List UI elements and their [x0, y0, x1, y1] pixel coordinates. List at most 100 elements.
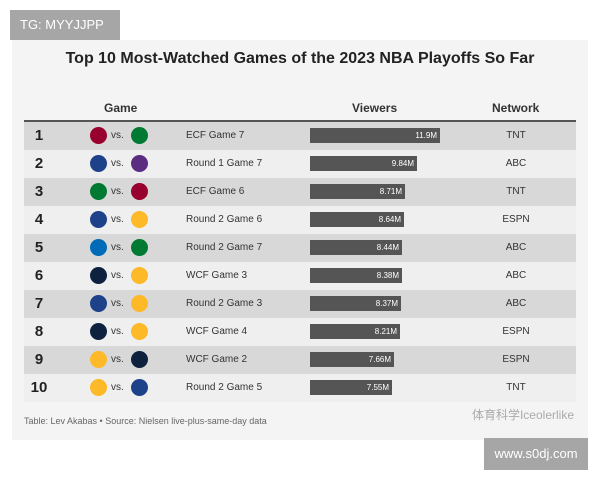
vs-label: vs.: [111, 186, 124, 197]
vs-label: vs.: [111, 270, 124, 281]
warriors-logo-icon: [131, 379, 148, 396]
network: ESPN: [502, 354, 530, 365]
table-row: 6 vs. WCF Game 3 8.38M ABC: [24, 262, 576, 290]
rank: 1: [34, 127, 44, 144]
game-label: WCF Game 4: [186, 326, 248, 337]
vs-label: vs.: [111, 242, 124, 253]
game-label: ECF Game 7: [186, 130, 245, 141]
viewers-bar: 8.64M: [310, 212, 404, 227]
rank: 6: [34, 267, 44, 284]
kings-logo-icon: [131, 155, 148, 172]
heat-logo-icon: [131, 183, 148, 200]
rank: 8: [34, 323, 44, 340]
vs-label: vs.: [111, 326, 124, 337]
viewers-bar: 11.9M: [310, 128, 440, 143]
network: TNT: [506, 382, 526, 393]
rank: 3: [34, 183, 44, 200]
chart-card: Top 10 Most-Watched Games of the 2023 NB…: [12, 40, 588, 440]
header-network: Network: [492, 101, 540, 115]
network: ABC: [505, 158, 527, 169]
viewers-label: 11.9M: [415, 131, 437, 140]
lakers-logo-icon: [131, 323, 148, 340]
rank: 2: [34, 155, 44, 172]
viewers-label: 8.64M: [378, 215, 401, 224]
viewers-bar: 7.55M: [310, 380, 392, 395]
lakers-logo-icon: [131, 211, 148, 228]
viewers-bar: 8.71M: [310, 184, 405, 199]
chart-title: Top 10 Most-Watched Games of the 2023 NB…: [65, 50, 535, 67]
game-label: WCF Game 3: [186, 270, 248, 281]
viewers-label: 9.84M: [391, 159, 414, 168]
vs-label: vs.: [111, 130, 124, 141]
lakers-logo-icon: [131, 267, 148, 284]
warriors-logo-icon: [90, 295, 107, 312]
vs-label: vs.: [111, 298, 124, 309]
network: ABC: [505, 270, 527, 281]
viewers-label: 8.38M: [376, 271, 399, 280]
vs-label: vs.: [111, 214, 124, 225]
celtics-logo-icon: [131, 239, 148, 256]
nuggets-logo-icon: [90, 267, 107, 284]
header-viewers: Viewers: [352, 101, 398, 115]
network: ESPN: [502, 214, 530, 225]
celtics-logo-icon: [131, 127, 148, 144]
nuggets-logo-icon: [90, 323, 107, 340]
network: ABC: [505, 242, 527, 253]
table-row: 5 vs. Round 2 Game 7 8.44M ABC: [24, 234, 576, 262]
table-row: 4 vs. Round 2 Game 6 8.64M ESPN: [24, 206, 576, 234]
table-row: 9 vs. WCF Game 2 7.66M ESPN: [24, 346, 576, 374]
header-divider: [24, 120, 576, 122]
vs-label: vs.: [111, 354, 124, 365]
rank: 5: [34, 239, 44, 256]
warriors-logo-icon: [90, 155, 107, 172]
source-note: Table: Lev Akabas • Source: Nielsen live…: [24, 416, 267, 426]
viewers-bar: 9.84M: [310, 156, 417, 171]
table-row: 8 vs. WCF Game 4 8.21M ESPN: [24, 318, 576, 346]
network: TNT: [506, 130, 526, 141]
warriors-logo-icon: [90, 211, 107, 228]
game-label: Round 2 Game 3: [186, 298, 263, 309]
76ers-logo-icon: [90, 239, 107, 256]
lakers-logo-icon: [90, 379, 107, 396]
viewers-bar: 8.21M: [310, 324, 400, 339]
nuggets-logo-icon: [131, 351, 148, 368]
viewers-label: 8.44M: [376, 243, 399, 252]
viewers-label: 7.55M: [366, 383, 389, 392]
game-label: WCF Game 2: [186, 354, 248, 365]
rank: 9: [34, 351, 44, 368]
game-label: Round 2 Game 7: [186, 242, 263, 253]
vs-label: vs.: [111, 158, 124, 169]
table-row: 7 vs. Round 2 Game 3 8.37M ABC: [24, 290, 576, 318]
viewers-label: 8.37M: [375, 299, 398, 308]
viewers-label: 8.21M: [374, 327, 397, 336]
table-row: 3 vs. ECF Game 6 8.71M TNT: [24, 178, 576, 206]
celtics-logo-icon: [90, 183, 107, 200]
viewers-bar: 8.37M: [310, 296, 401, 311]
lakers-logo-icon: [90, 351, 107, 368]
table-row: 1 vs. ECF Game 7 11.9M TNT: [24, 122, 576, 150]
lakers-logo-icon: [131, 295, 148, 312]
wechat-watermark: 体育科学Iceolerlike: [471, 408, 574, 422]
watermark-bottom: www.s0dj.com: [484, 438, 588, 470]
watermark-top: TG: MYYJJPP: [10, 10, 120, 40]
viewers-bar: 8.38M: [310, 268, 402, 283]
viewers-label: 8.71M: [379, 187, 402, 196]
network: ABC: [505, 298, 527, 309]
table-row: 2 vs. Round 1 Game 7 9.84M ABC: [24, 150, 576, 178]
rank: 10: [30, 379, 48, 396]
game-label: ECF Game 6: [186, 186, 245, 197]
viewers-bar: 8.44M: [310, 240, 402, 255]
table-row: 10 vs. Round 2 Game 5 7.55M TNT: [24, 374, 576, 402]
heat-logo-icon: [90, 127, 107, 144]
rank: 4: [34, 211, 44, 228]
vs-label: vs.: [111, 382, 124, 393]
viewers-bar: 7.66M: [310, 352, 394, 367]
rank: 7: [34, 295, 44, 312]
header-game: Game: [104, 101, 138, 115]
network: ESPN: [502, 326, 530, 337]
network: TNT: [506, 186, 526, 197]
viewers-label: 7.66M: [368, 355, 391, 364]
game-label: Round 2 Game 5: [186, 382, 263, 393]
game-label: Round 1 Game 7: [186, 158, 263, 169]
game-label: Round 2 Game 6: [186, 214, 263, 225]
